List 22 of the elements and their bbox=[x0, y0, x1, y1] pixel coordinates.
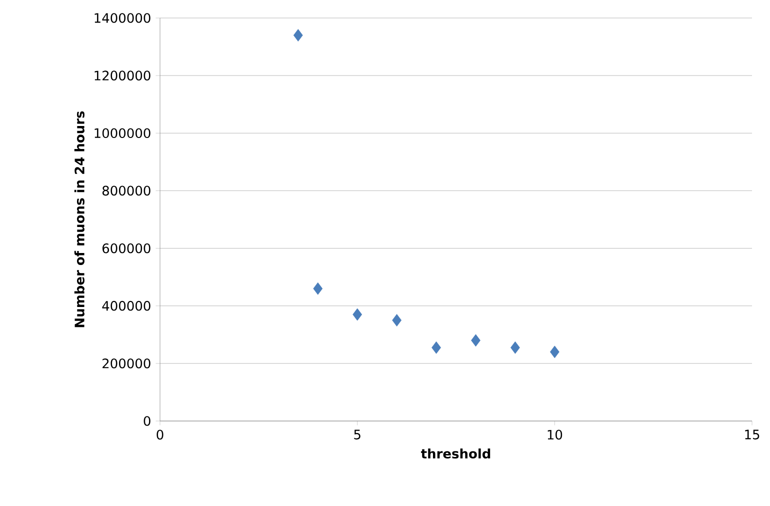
point bbox=[432, 341, 441, 354]
point bbox=[550, 346, 560, 358]
point bbox=[352, 308, 362, 321]
y-axis-title: Number of muons in 24 hours bbox=[74, 111, 84, 328]
point bbox=[293, 29, 303, 42]
y-tick-label: 400000 bbox=[102, 300, 150, 311]
x-tick-label: 5 bbox=[354, 430, 360, 440]
y-tick-label: 200000 bbox=[102, 358, 150, 368]
y-tick-label: 1200000 bbox=[94, 70, 150, 80]
y-tick-label: 600000 bbox=[102, 243, 150, 254]
point bbox=[510, 341, 520, 354]
x-tick-label: 10 bbox=[548, 430, 562, 440]
y-tick-label: 0 bbox=[144, 416, 150, 426]
point bbox=[471, 334, 480, 347]
y-tick-label: 1000000 bbox=[94, 128, 150, 138]
y-tick-label: 800000 bbox=[102, 186, 150, 196]
x-tick-label: 15 bbox=[745, 430, 760, 440]
y-tick-label: 1400000 bbox=[94, 13, 150, 23]
point bbox=[313, 282, 323, 295]
x-axis-title: threshold bbox=[420, 448, 490, 459]
x-tick-label: 0 bbox=[156, 430, 164, 440]
point bbox=[392, 314, 402, 326]
